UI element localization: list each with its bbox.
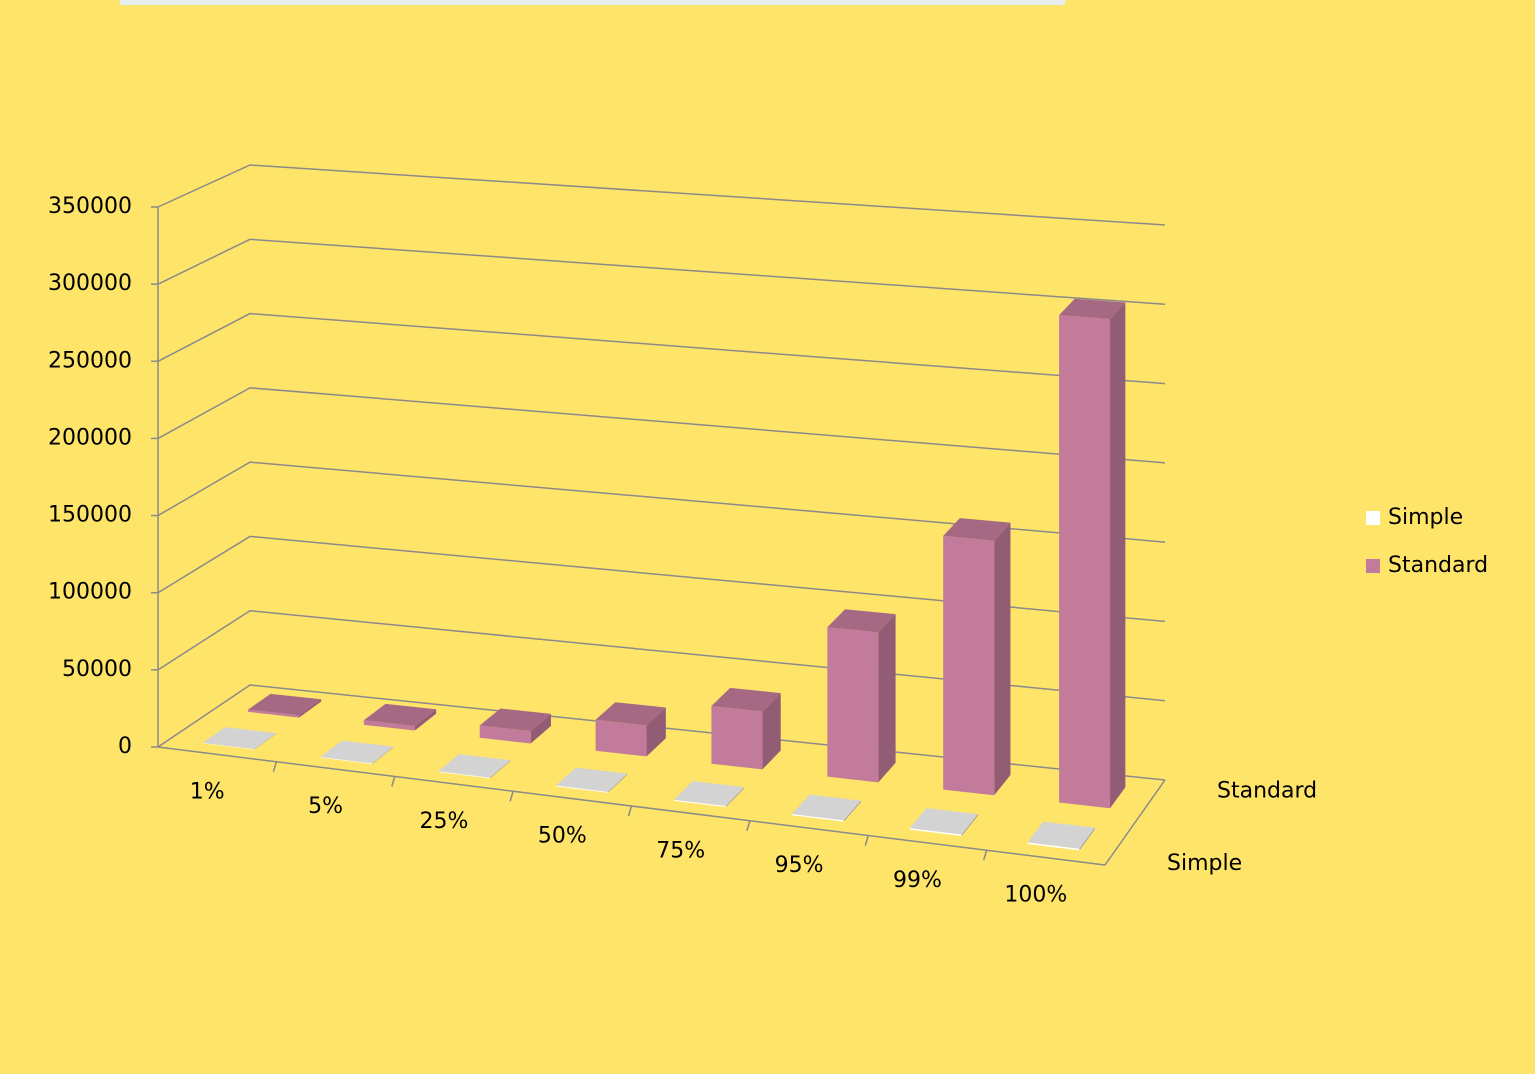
- legend-label: Standard: [1388, 553, 1488, 578]
- bar-top: [202, 727, 277, 750]
- y-tick-label: 150000: [48, 503, 132, 528]
- bar-front: [791, 813, 844, 822]
- bar-top: [247, 693, 322, 716]
- x-tick-label: 95%: [775, 853, 824, 878]
- bar-side: [1110, 302, 1126, 809]
- bar-front: [438, 771, 491, 779]
- y-tick-label: 250000: [48, 348, 132, 373]
- bar-top: [595, 702, 666, 726]
- grid-line: [157, 238, 1166, 306]
- bar-front: [556, 785, 608, 793]
- bar-top: [827, 609, 896, 633]
- bar-front: [320, 757, 373, 765]
- bar-top: [674, 781, 745, 807]
- bar-top: [320, 740, 394, 764]
- bar-side: [414, 709, 437, 731]
- grid-line: [157, 164, 1166, 226]
- bar-side: [530, 713, 551, 744]
- y-tick-label: 0: [118, 734, 132, 759]
- legend-label: Simple: [1388, 505, 1463, 530]
- y-tick-label: 200000: [48, 425, 132, 450]
- bar-side: [843, 800, 862, 822]
- bar-side: [372, 746, 394, 765]
- x-tick-mark: [864, 835, 869, 846]
- x-tick-label: 1%: [190, 779, 225, 804]
- bar-top: [711, 687, 781, 712]
- grid-line: [157, 387, 1166, 464]
- bar-side: [878, 614, 896, 783]
- x-tick-mark: [746, 820, 751, 831]
- x-tick-label: 50%: [538, 824, 587, 849]
- bar-front: [363, 720, 415, 731]
- bar-top: [1059, 298, 1126, 320]
- x-tick-mark: [272, 761, 278, 772]
- grid-line: [157, 535, 1166, 623]
- y-tick-label: 300000: [48, 271, 132, 296]
- y-tick-label: 50000: [62, 657, 132, 682]
- y-tick-label: 350000: [48, 194, 132, 219]
- legend-swatch: [1366, 559, 1380, 573]
- bar-side: [961, 814, 978, 836]
- bar-side: [646, 707, 666, 757]
- bar-side: [254, 733, 277, 750]
- bar-top: [943, 518, 1011, 541]
- depth-label: Standard: [1217, 778, 1317, 803]
- bar-side: [607, 773, 628, 793]
- x-tick-mark: [982, 850, 988, 861]
- bar-top: [363, 703, 437, 726]
- bar-side: [490, 760, 511, 779]
- axis-line: [1104, 779, 1166, 866]
- x-tick-mark: [509, 791, 514, 802]
- bar-front: [1027, 842, 1080, 851]
- x-tick-mark: [627, 805, 633, 817]
- bar-front: [479, 725, 531, 744]
- bar-front: [674, 799, 726, 808]
- grid-line: [157, 609, 1166, 702]
- bar-top: [438, 754, 511, 778]
- bar-front: [827, 627, 879, 783]
- bar-front: [711, 705, 763, 770]
- y-tick-label: 100000: [48, 580, 132, 605]
- x-tick-label: 99%: [893, 868, 942, 893]
- bar-top: [556, 767, 628, 792]
- bar-side: [725, 787, 745, 808]
- legend-swatch: [1366, 511, 1380, 525]
- x-tick-label: 25%: [419, 809, 468, 834]
- x-tick-mark: [391, 776, 396, 787]
- grid-line: [157, 461, 1166, 543]
- bar-front: [202, 742, 255, 750]
- bar-side: [298, 699, 322, 718]
- depth-label: Simple: [1167, 851, 1242, 876]
- bar-side: [762, 693, 781, 770]
- x-tick-label: 100%: [1004, 883, 1067, 908]
- grid-line: [157, 312, 1166, 385]
- bar-top: [1027, 821, 1095, 849]
- top-strip: [120, 0, 1065, 5]
- bar-top: [479, 708, 551, 732]
- bar-side: [1079, 827, 1095, 851]
- bar-side: [994, 522, 1011, 796]
- bar-front: [247, 709, 299, 718]
- bar-top: [909, 808, 978, 835]
- x-tick-label: 75%: [656, 838, 705, 863]
- bar-top: [791, 794, 862, 821]
- bar-front: [909, 828, 962, 836]
- x-tick-label: 5%: [308, 794, 343, 819]
- bar-front: [943, 535, 995, 796]
- bar-front: [595, 719, 647, 757]
- bar-front: [1059, 315, 1111, 809]
